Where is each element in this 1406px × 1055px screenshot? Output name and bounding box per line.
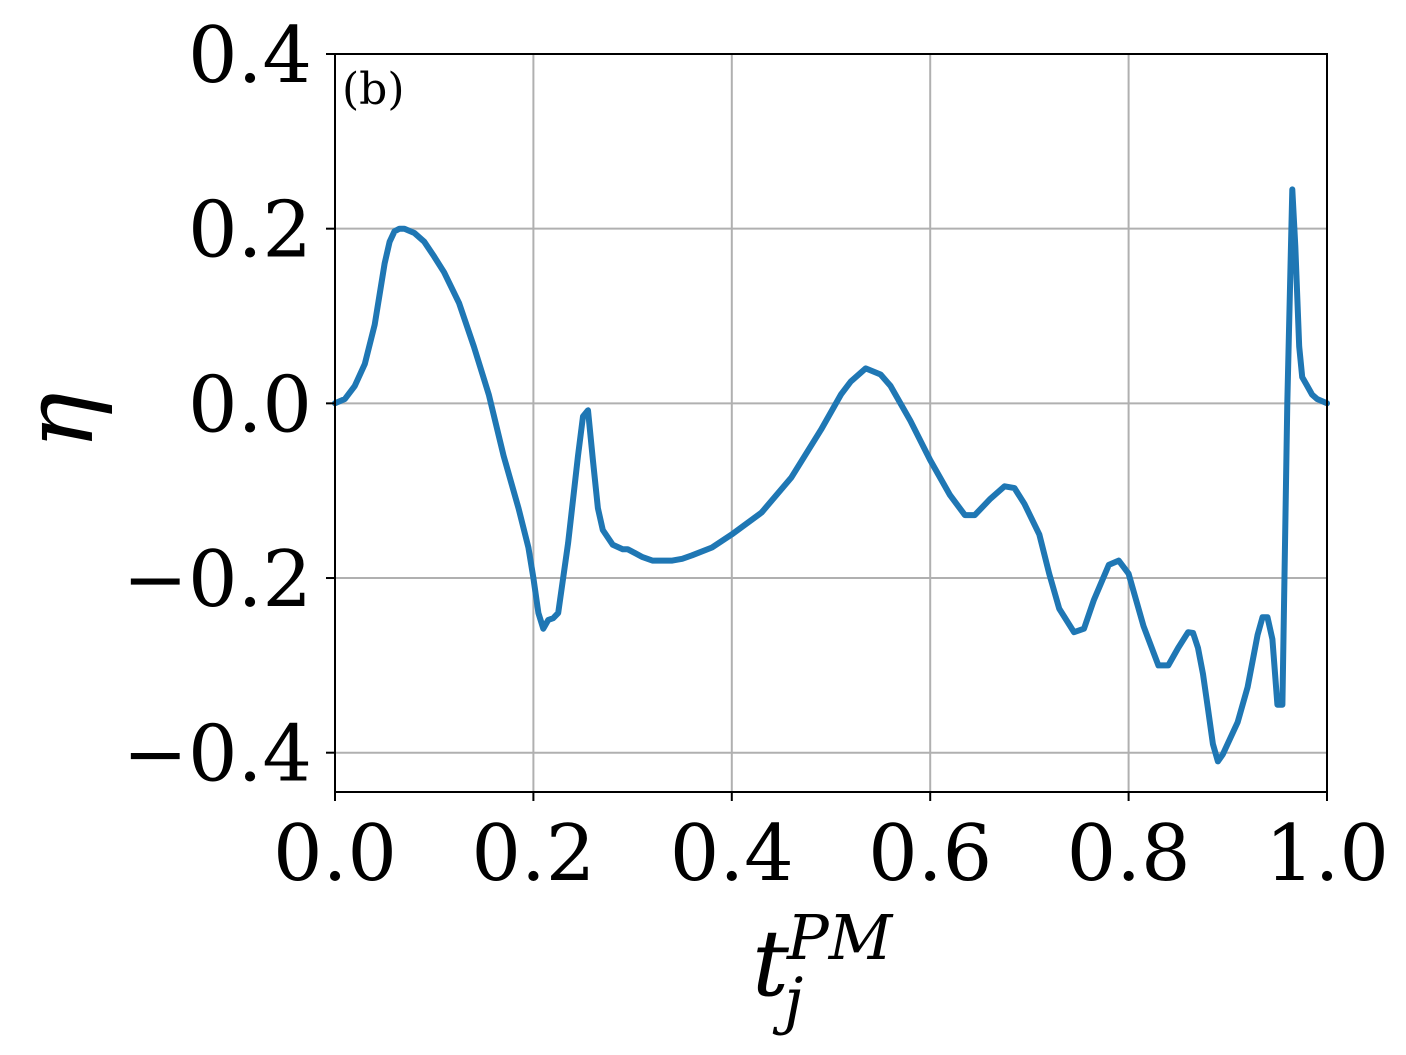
- series-line-0: [332, 186, 1330, 765]
- y-axis-label: η: [3, 392, 115, 450]
- tick-labels: 0.0 0.2 0.4 0.6 0.8 1.0 −0.4 −0.2 0.0 0.2 0.4: [123, 11, 1389, 899]
- x-axis-label: tPM: [752, 901, 894, 1017]
- x-tick-label: 0.6: [868, 809, 992, 899]
- x-axis-label-base: t: [752, 910, 790, 1017]
- x-tick-label: 0.4: [670, 809, 794, 899]
- y-tick-label: 0.0: [188, 360, 312, 450]
- x-axis-label-sup: PM: [786, 901, 894, 974]
- plot-area: [332, 186, 1330, 765]
- axes-frame: [334, 53, 1328, 793]
- axes: [326, 53, 1328, 801]
- y-tick-label: −0.4: [123, 710, 312, 800]
- grid: [334, 53, 1328, 792]
- panel-label: (b): [342, 64, 405, 115]
- y-tick-label: 0.2: [188, 186, 312, 276]
- x-tick-label: 1.0: [1265, 809, 1389, 899]
- y-tick-label: −0.2: [123, 535, 312, 625]
- y-tick-label: 0.4: [188, 11, 312, 101]
- x-tick-label: 0.8: [1067, 809, 1191, 899]
- x-tick-label: 0.2: [471, 809, 595, 899]
- x-tick-label: 0.0: [273, 809, 397, 899]
